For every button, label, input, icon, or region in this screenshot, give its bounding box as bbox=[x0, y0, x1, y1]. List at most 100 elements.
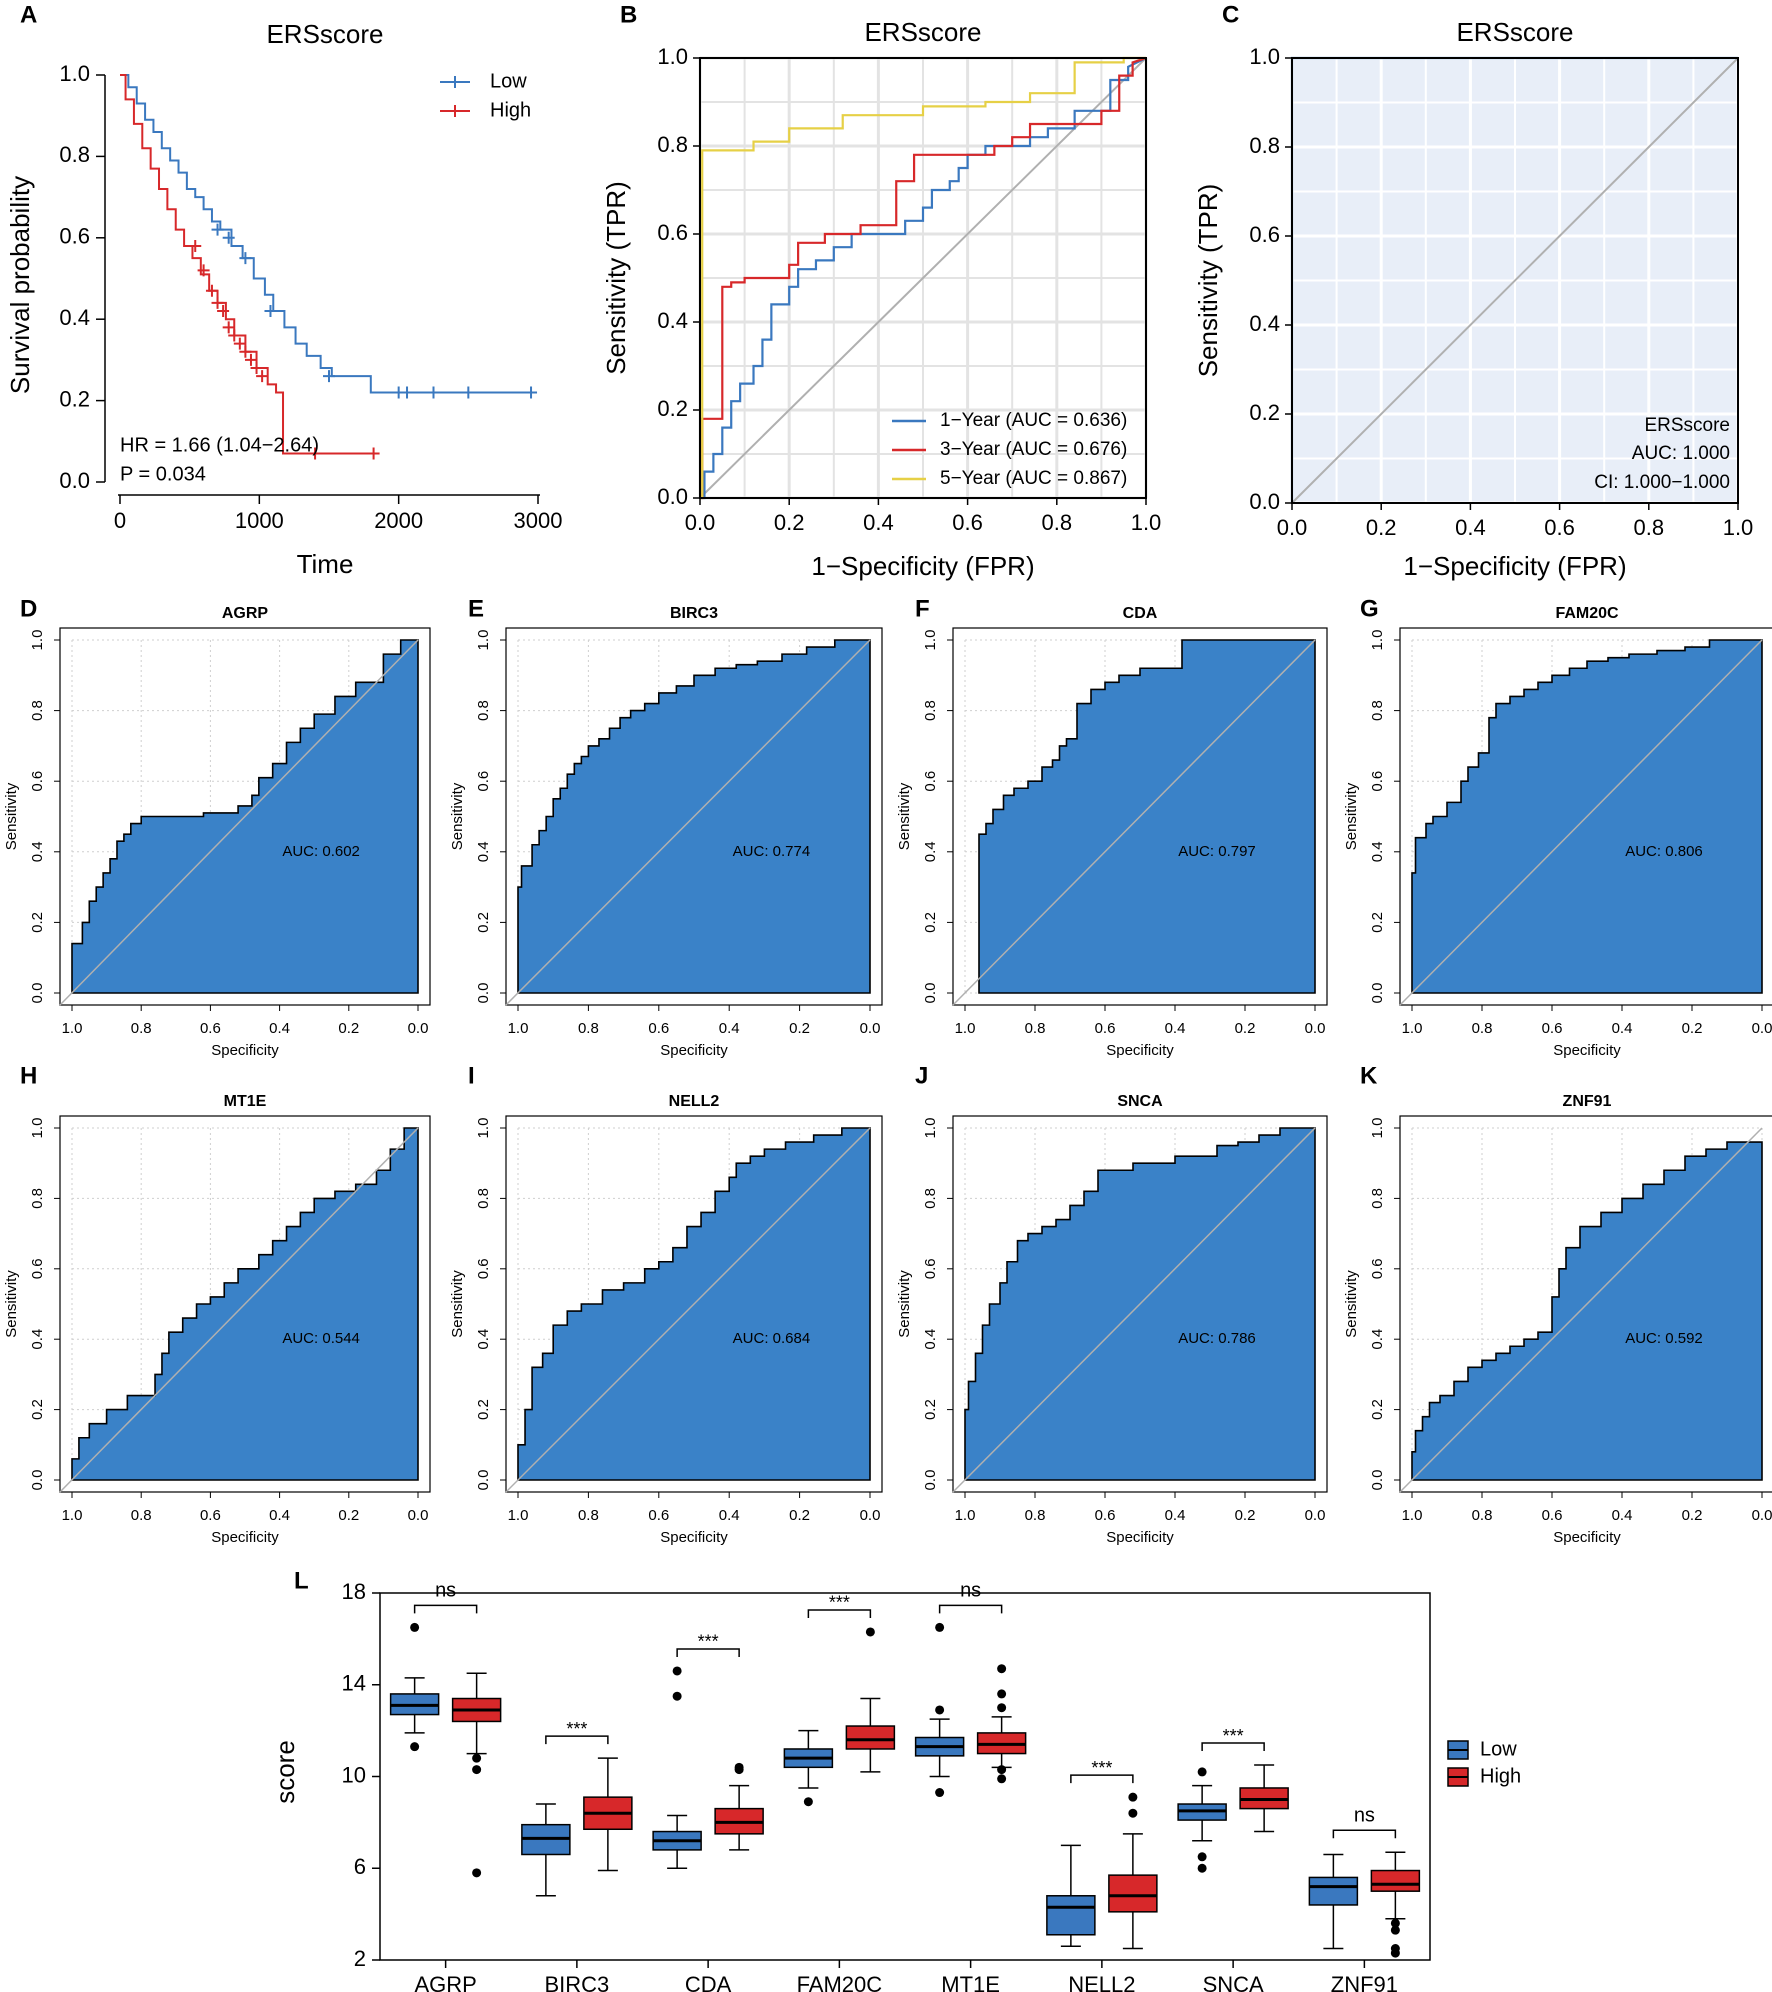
significance-bracket bbox=[676, 1648, 740, 1657]
outlier-point bbox=[997, 1765, 1007, 1775]
diagonal-reference-line bbox=[59, 639, 419, 1006]
roc-plot-panel-e: 1.0 0.8 0.6 0.4 0.2 0.0 0.0 0.2 0.4 0.6 0.8 1.0 BIRC… bbox=[449, 605, 883, 1059]
chart-title: NELL2 bbox=[669, 1093, 720, 1110]
censor-mark bbox=[197, 264, 210, 277]
y-tick-label: 0.8 bbox=[657, 132, 688, 157]
x-tick-label: 0.2 bbox=[1235, 1507, 1256, 1524]
outlier-point bbox=[1390, 1925, 1400, 1935]
significance-bracket bbox=[413, 1604, 478, 1614]
km-plot-panel-a: 0 1000 2000 3000 0.0 0.2 0.4 0.6 0.8 1.0 ERSscore T… bbox=[5, 19, 563, 579]
x-tick-label: 0.6 bbox=[1542, 1507, 1563, 1524]
outlier-point bbox=[410, 1622, 420, 1632]
y-tick-label: 0.6 bbox=[922, 1258, 939, 1279]
significance-label: ns bbox=[960, 1580, 981, 1602]
y-tick-label: 0.2 bbox=[922, 1399, 939, 1420]
x-axis-label: Specificity bbox=[1553, 1042, 1621, 1059]
outlier-point bbox=[935, 1622, 945, 1632]
x-tick-label: 1.0 bbox=[508, 1507, 529, 1524]
x-tick-label: FAM20C bbox=[797, 1972, 883, 1992]
significance-label: ns bbox=[1354, 1804, 1375, 1826]
y-tick-label: 18 bbox=[342, 1579, 366, 1604]
censor-mark bbox=[228, 329, 241, 342]
x-tick-label: 0.2 bbox=[338, 1020, 359, 1037]
x-tick-label: 0.4 bbox=[1165, 1507, 1186, 1524]
roc-plot-panel-i: 1.0 0.8 0.6 0.4 0.2 0.0 0.0 0.2 0.4 0.6 0.8 1.0 NELL… bbox=[449, 1093, 883, 1546]
auc-annotation: AUC: 0.806 bbox=[1625, 843, 1703, 860]
y-tick-label: 0.6 bbox=[29, 1258, 46, 1279]
x-tick-label: 0.6 bbox=[648, 1020, 669, 1037]
x-axis-label: Specificity bbox=[211, 1042, 279, 1059]
x-tick-label: 0.6 bbox=[648, 1507, 669, 1524]
x-tick-label: AGRP bbox=[414, 1972, 476, 1992]
significance-bracket bbox=[1070, 1774, 1134, 1784]
y-tick-label: 0.8 bbox=[29, 1188, 46, 1209]
y-tick-label: 0.6 bbox=[1369, 1258, 1386, 1279]
censor-mark bbox=[211, 223, 224, 236]
p-value-annotation: P = 0.034 bbox=[120, 463, 206, 485]
x-axis-label: Specificity bbox=[660, 1042, 728, 1059]
y-tick-label: 0.4 bbox=[657, 308, 688, 333]
x-axis-label: Specificity bbox=[660, 1529, 728, 1546]
outlier-point bbox=[997, 1774, 1007, 1784]
x-tick-label: 0.2 bbox=[789, 1020, 810, 1037]
outlier-point bbox=[410, 1742, 420, 1752]
censor-mark bbox=[222, 231, 235, 244]
x-tick-label: 3000 bbox=[514, 508, 563, 533]
y-tick-label: 0.0 bbox=[1369, 983, 1386, 1004]
chart-title: CDA bbox=[1123, 605, 1158, 622]
auc-annotation: AUC: 0.544 bbox=[282, 1330, 360, 1347]
auc-annotation: AUC: 0.684 bbox=[733, 1330, 811, 1347]
y-tick-label: 0.6 bbox=[475, 771, 492, 792]
chart-title: SNCA bbox=[1117, 1093, 1163, 1110]
chart-title: MT1E bbox=[224, 1093, 267, 1110]
x-tick-label: SNCA bbox=[1203, 1972, 1264, 1992]
panel-label-D: D bbox=[20, 595, 37, 622]
diagonal-reference-line bbox=[952, 1127, 1316, 1493]
legend-censor-mark bbox=[449, 105, 461, 117]
x-tick-label: 0.6 bbox=[200, 1507, 221, 1524]
roc-plot-panel-g: 1.0 0.8 0.6 0.4 0.2 0.0 0.0 0.2 0.4 0.6 0.8 1.0 FAM2… bbox=[1343, 605, 1772, 1059]
y-tick-label: 0.8 bbox=[922, 700, 939, 721]
censor-mark bbox=[189, 239, 202, 252]
censor-mark bbox=[239, 345, 252, 358]
y-tick-label: 0.6 bbox=[922, 771, 939, 792]
roc-plot-panel-d: 1.0 0.8 0.6 0.4 0.2 0.0 0.0 0.2 0.4 0.6 0.8 1.0 AGRP… bbox=[3, 605, 431, 1059]
x-tick-label: 0.0 bbox=[1752, 1020, 1772, 1037]
y-tick-label: 6 bbox=[354, 1854, 366, 1879]
censor-mark bbox=[264, 305, 277, 318]
y-tick-label: 0.6 bbox=[59, 224, 90, 249]
plot-frame bbox=[1291, 57, 1739, 504]
y-axis-label: Sensitivity bbox=[1343, 782, 1360, 850]
x-axis-label: Specificity bbox=[1106, 1529, 1174, 1546]
x-tick-label: 1.0 bbox=[1723, 515, 1754, 540]
plot-frame bbox=[59, 1115, 431, 1493]
outlier-point bbox=[935, 1705, 945, 1715]
outlier-point bbox=[1128, 1792, 1138, 1802]
outlier-point bbox=[672, 1666, 682, 1676]
plot-frame bbox=[952, 1115, 1328, 1493]
box-high bbox=[845, 1725, 896, 1750]
x-axis-label: 1−Specificity (FPR) bbox=[811, 551, 1034, 581]
panel-label-K: K bbox=[1360, 1062, 1378, 1089]
y-tick-label: 0.2 bbox=[1249, 400, 1280, 425]
y-tick-label: 0.8 bbox=[475, 1188, 492, 1209]
auc-annotation: AUC: 0.786 bbox=[1178, 1330, 1256, 1347]
y-tick-label: 1.0 bbox=[59, 61, 90, 86]
y-axis-label: Sensitivity (TPR) bbox=[601, 181, 631, 375]
diagonal-reference-line bbox=[1291, 57, 1739, 504]
x-tick-label: 0.8 bbox=[1472, 1020, 1493, 1037]
y-axis-label: Sensitivity bbox=[896, 782, 913, 850]
x-tick-label: 0.0 bbox=[860, 1507, 881, 1524]
x-tick-label: 0.2 bbox=[1366, 515, 1397, 540]
censor-mark bbox=[222, 321, 235, 334]
censor-mark bbox=[205, 284, 218, 297]
x-tick-label: 1.0 bbox=[955, 1020, 976, 1037]
x-tick-label: 1.0 bbox=[62, 1507, 83, 1524]
x-tick-label: 0.6 bbox=[952, 510, 983, 535]
diagonal-reference-line bbox=[505, 1127, 871, 1493]
x-tick-label: 0.6 bbox=[1095, 1020, 1116, 1037]
x-tick-label: 1.0 bbox=[1402, 1507, 1423, 1524]
y-tick-label: 1.0 bbox=[29, 1118, 46, 1139]
x-tick-label: 0.2 bbox=[338, 1507, 359, 1524]
y-tick-label: 0.4 bbox=[922, 841, 939, 862]
